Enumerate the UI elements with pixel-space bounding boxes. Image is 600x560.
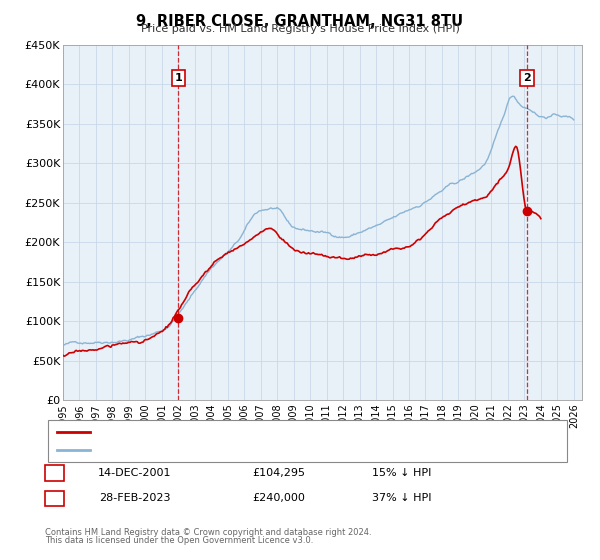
Text: This data is licensed under the Open Government Licence v3.0.: This data is licensed under the Open Gov… [45, 536, 313, 545]
Text: £104,295: £104,295 [253, 468, 305, 478]
Text: 9, RIBER CLOSE, GRANTHAM, NG31 8TU: 9, RIBER CLOSE, GRANTHAM, NG31 8TU [136, 14, 464, 29]
Text: 1: 1 [175, 73, 182, 83]
Text: 9, RIBER CLOSE, GRANTHAM, NG31 8TU (detached house): 9, RIBER CLOSE, GRANTHAM, NG31 8TU (deta… [96, 427, 398, 437]
Text: 2: 2 [51, 493, 58, 503]
Text: 14-DEC-2001: 14-DEC-2001 [98, 468, 172, 478]
Text: 15% ↓ HPI: 15% ↓ HPI [372, 468, 431, 478]
Text: 1: 1 [51, 468, 58, 478]
Text: 2: 2 [523, 73, 531, 83]
Text: £240,000: £240,000 [253, 493, 305, 503]
Text: 28-FEB-2023: 28-FEB-2023 [99, 493, 171, 503]
Text: Price paid vs. HM Land Registry's House Price Index (HPI): Price paid vs. HM Land Registry's House … [140, 24, 460, 34]
Text: Contains HM Land Registry data © Crown copyright and database right 2024.: Contains HM Land Registry data © Crown c… [45, 528, 371, 536]
Text: 37% ↓ HPI: 37% ↓ HPI [372, 493, 431, 503]
Text: HPI: Average price, detached house, South Kesteven: HPI: Average price, detached house, Sout… [96, 445, 370, 455]
